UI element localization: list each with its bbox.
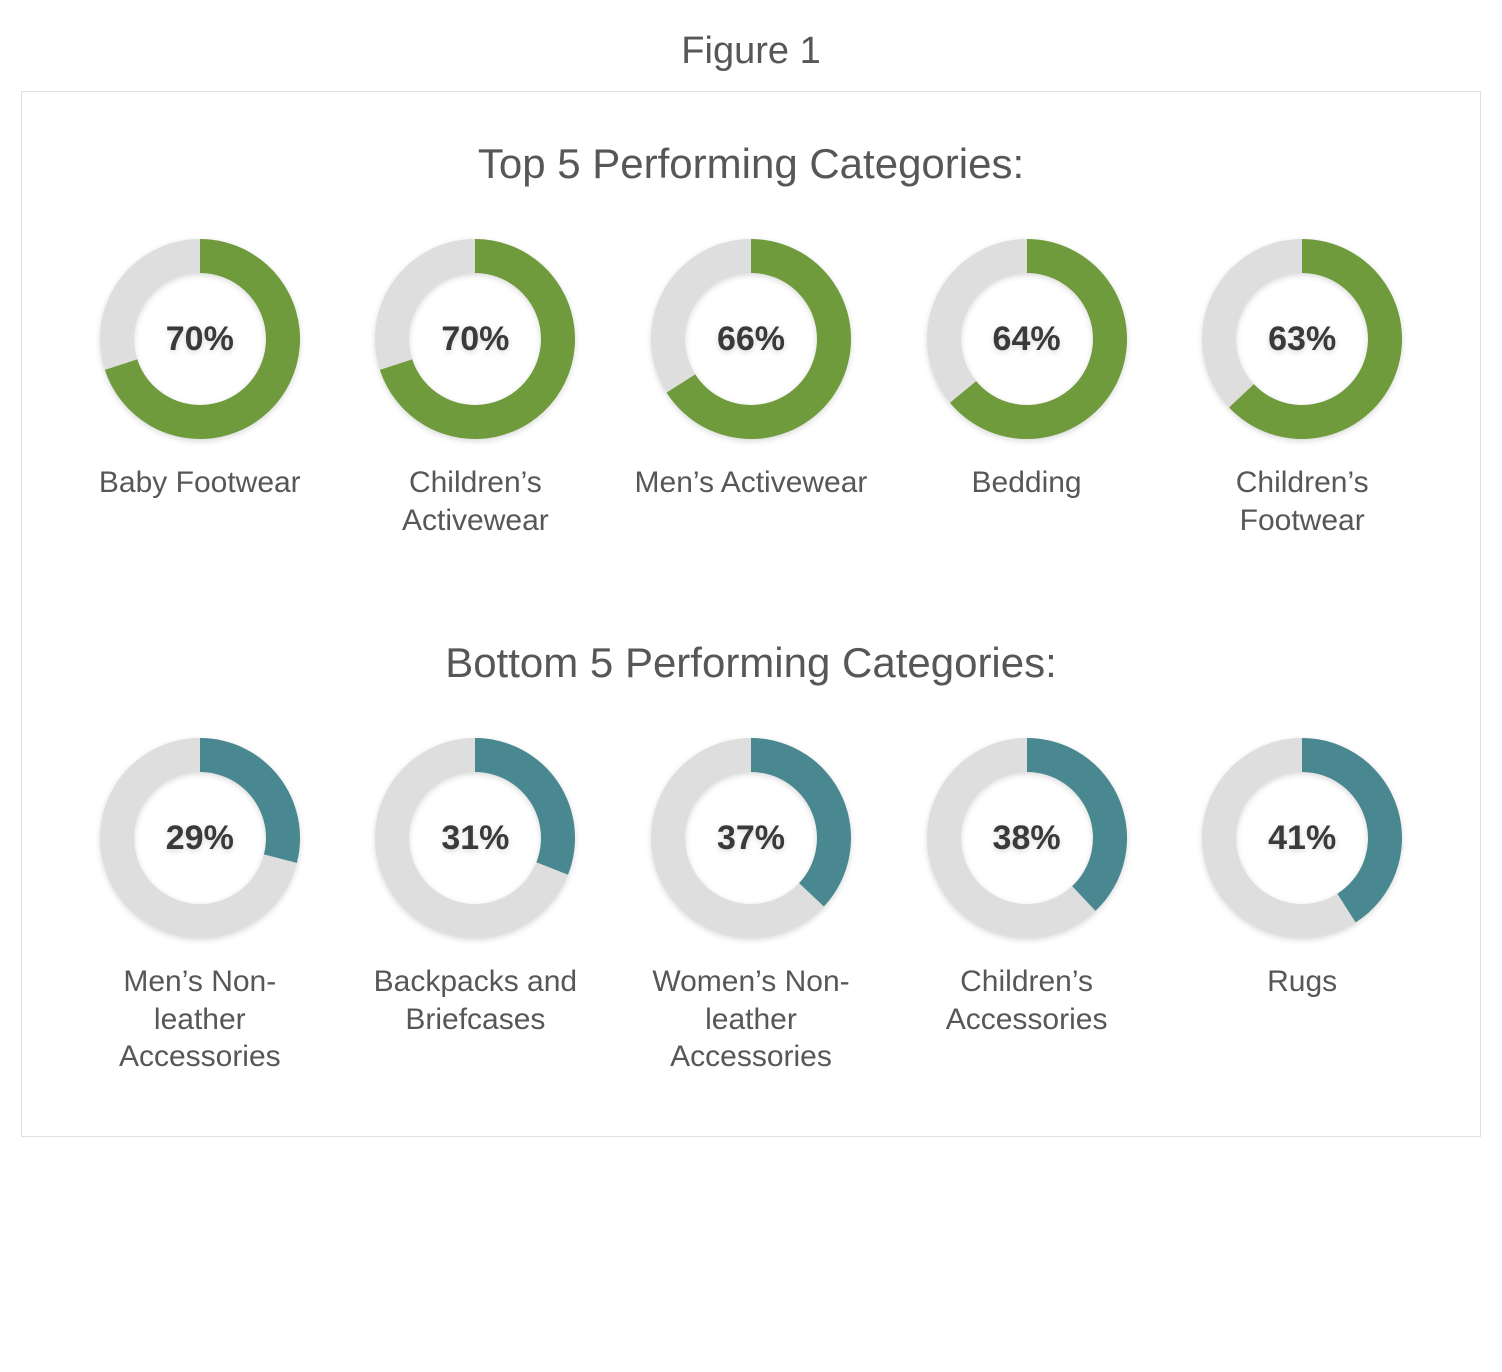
donut-chart: 38% bbox=[922, 733, 1132, 943]
donut-value: 64% bbox=[922, 234, 1132, 444]
donut-label: Backpacks and Briefcases bbox=[355, 963, 595, 1038]
donut-chart: 66% bbox=[646, 234, 856, 444]
donut-label: Children’s Accessories bbox=[907, 963, 1147, 1038]
donut-value: 70% bbox=[370, 234, 580, 444]
donut-item: 63% Children’s Footwear bbox=[1172, 234, 1432, 539]
figure-label: Figure 1 bbox=[681, 30, 820, 73]
donut-chart: 31% bbox=[370, 733, 580, 943]
row-top: 70% Baby Footwear 70% Children’s Activewear… bbox=[62, 234, 1440, 539]
donut-chart: 37% bbox=[646, 733, 856, 943]
donut-value: 37% bbox=[646, 733, 856, 943]
donut-item: 37% Women’s Non-leather Accessories bbox=[621, 733, 881, 1076]
donut-item: 38% Children’s Accessories bbox=[897, 733, 1157, 1038]
donut-item: 66% Men’s Activewear bbox=[621, 234, 881, 502]
donut-label: Men’s Non-leather Accessories bbox=[80, 963, 320, 1076]
donut-item: 64% Bedding bbox=[897, 234, 1157, 502]
donut-value: 66% bbox=[646, 234, 856, 444]
section-spacer bbox=[62, 599, 1440, 639]
donut-chart: 63% bbox=[1197, 234, 1407, 444]
donut-label: Children’s Activewear bbox=[355, 464, 595, 539]
row-bottom: 29% Men’s Non-leather Accessories 31% Backp… bbox=[62, 733, 1440, 1076]
donut-label: Women’s Non-leather Accessories bbox=[631, 963, 871, 1076]
section-title-top: Top 5 Performing Categories: bbox=[62, 140, 1440, 188]
donut-value: 70% bbox=[95, 234, 305, 444]
donut-value: 63% bbox=[1197, 234, 1407, 444]
donut-label: Bedding bbox=[972, 464, 1082, 502]
donut-item: 29% Men’s Non-leather Accessories bbox=[70, 733, 330, 1076]
donut-item: 70% Baby Footwear bbox=[70, 234, 330, 502]
donut-value: 31% bbox=[370, 733, 580, 943]
donut-label: Men’s Activewear bbox=[635, 464, 868, 502]
donut-item: 70% Children’s Activewear bbox=[345, 234, 605, 539]
donut-chart: 64% bbox=[922, 234, 1132, 444]
donut-chart: 29% bbox=[95, 733, 305, 943]
donut-chart: 70% bbox=[95, 234, 305, 444]
donut-item: 41% Rugs bbox=[1172, 733, 1432, 1001]
donut-label: Children’s Footwear bbox=[1182, 464, 1422, 539]
donut-value: 38% bbox=[922, 733, 1132, 943]
section-title-bottom: Bottom 5 Performing Categories: bbox=[62, 639, 1440, 687]
donut-label: Baby Footwear bbox=[99, 464, 301, 502]
donut-chart: 41% bbox=[1197, 733, 1407, 943]
chart-panel: Top 5 Performing Categories: 70% Baby Foo… bbox=[21, 91, 1481, 1137]
donut-value: 41% bbox=[1197, 733, 1407, 943]
donut-value: 29% bbox=[95, 733, 305, 943]
donut-item: 31% Backpacks and Briefcases bbox=[345, 733, 605, 1038]
donut-chart: 70% bbox=[370, 234, 580, 444]
donut-label: Rugs bbox=[1267, 963, 1337, 1001]
